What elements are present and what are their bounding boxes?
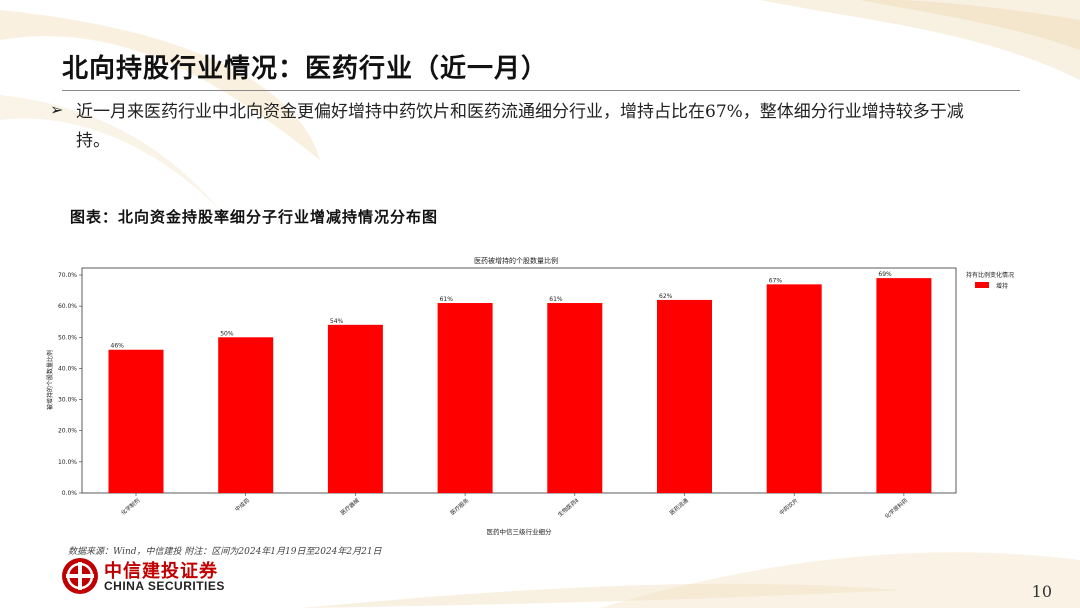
x-tick-label: 中药饮片 — [777, 496, 799, 516]
bar-data-label: 62% — [659, 293, 673, 300]
x-tick-label: 医疗器械 — [339, 496, 361, 517]
x-tick-label: 化学制剂 — [119, 496, 141, 517]
bar — [766, 284, 822, 493]
x-tick-label: 生物医药Ⅱ — [556, 496, 580, 518]
y-tick-label: 30.0% — [58, 397, 77, 404]
x-axis: 化学制剂 中成药 医疗器械 医疗服务 生物医药Ⅱ 医药流通 中药饮片 化学原料药 — [119, 493, 910, 520]
y-axis: 0.0% 10.0% 20.0% 30.0% 40.0% 50.0% 60.0% 70.0% — [58, 272, 82, 497]
x-tick-label: 医疗服务 — [448, 496, 470, 517]
page-number: 10 — [1031, 582, 1052, 601]
bar — [327, 324, 383, 493]
bar — [547, 303, 603, 493]
legend-title: 持有比例变化情况 — [966, 271, 1014, 279]
y-axis-label: 被增持的个股数量比例 — [46, 350, 54, 410]
y-tick-label: 50.0% — [58, 334, 77, 341]
source-note: 数据来源：Wind，中信建投 附注：区间为2024年1月19日至2024年2月2… — [68, 547, 382, 557]
logo-text-en: CHINA SECURITIES — [104, 579, 225, 593]
chart-title: 医药被增持的个股数量比例 — [474, 256, 558, 265]
y-tick-label: 70.0% — [58, 272, 77, 279]
y-tick-label: 10.0% — [58, 459, 77, 466]
bars: 46% 50% 54% 61% 61% 62% 67% 69% — [108, 271, 932, 493]
bar-chart: 医药被增持的个股数量比例 0.0% 10.0% 20.0% 30.0% 40.0% 50.… — [46, 256, 1014, 536]
bullet-arrow-icon: ➢ — [50, 100, 64, 119]
x-tick-label: 化学原料药 — [883, 496, 910, 520]
plot-area — [81, 267, 957, 494]
legend-swatch — [975, 282, 989, 288]
summary-bullet: 近一月来医药行业中北向资金更偏好增持中药饮片和医药流通细分行业，增持占比在67%… — [76, 102, 964, 151]
logo-emblem-icon — [62, 558, 98, 594]
x-tick-label: 中成药 — [233, 496, 251, 513]
y-tick-label: 0.0% — [62, 490, 78, 497]
title-divider — [62, 90, 1020, 91]
bar — [657, 299, 712, 493]
y-tick-label: 40.0% — [58, 365, 77, 372]
bar — [437, 303, 493, 493]
figure-title: 图表：北向资金持股率细分子行业增减持情况分布图 — [70, 208, 439, 226]
y-tick-label: 60.0% — [58, 303, 77, 310]
bar — [218, 337, 274, 493]
bar-data-label: 61% — [549, 296, 563, 303]
y-tick-label: 20.0% — [58, 428, 77, 435]
bar — [876, 278, 932, 493]
company-logo: 中信建投证券 CHINA SECURITIES — [60, 556, 260, 596]
bar-data-label: 69% — [878, 271, 892, 278]
bar-data-label: 61% — [440, 296, 454, 303]
bar — [108, 349, 164, 493]
x-tick-label: 医药流通 — [668, 496, 690, 517]
page-title: 北向持股行业情况：医药行业（近一月） — [62, 54, 549, 84]
bar-data-label: 50% — [220, 330, 234, 337]
legend-entry: 增持 — [996, 282, 1008, 290]
x-axis-label: 医药中信三级行业细分 — [487, 527, 553, 536]
logo-text-cn: 中信建投证券 — [104, 561, 218, 582]
bar-data-label: 46% — [111, 343, 125, 350]
legend: 持有比例变化情况 增持 — [966, 271, 1014, 290]
bar-data-label: 67% — [769, 277, 783, 284]
bar-data-label: 54% — [330, 318, 344, 325]
